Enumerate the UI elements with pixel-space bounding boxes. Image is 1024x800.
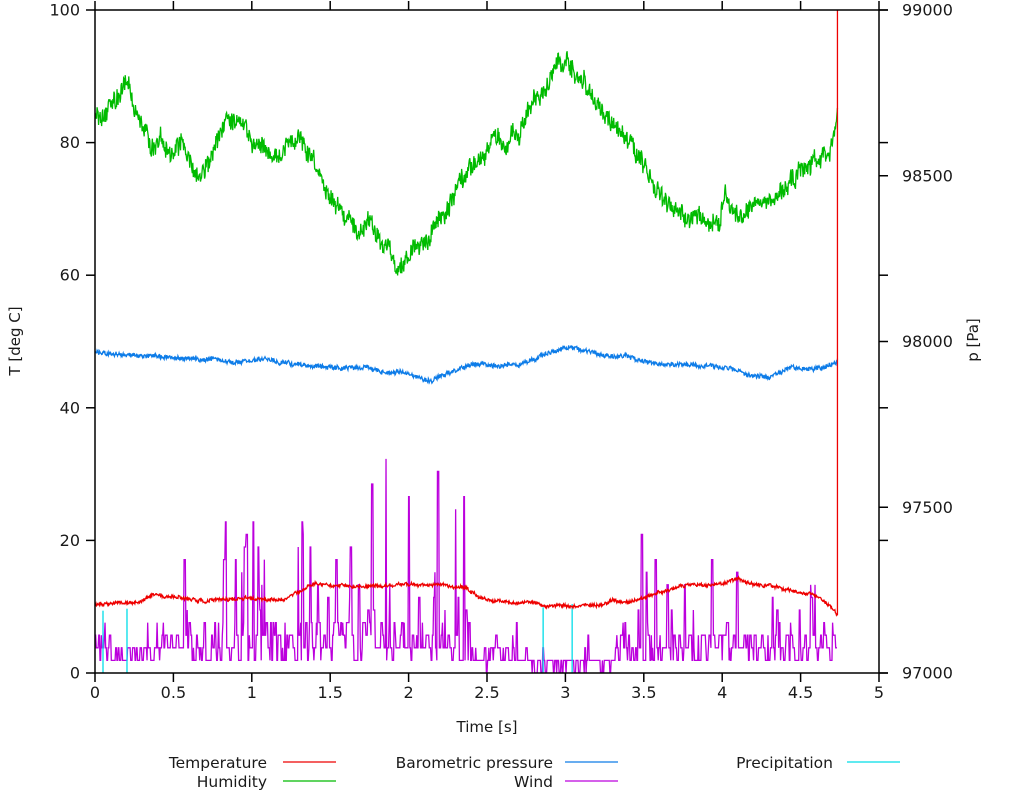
y-left-axis-title: T [deg C]: [6, 306, 24, 376]
series-line-wind: [95, 458, 837, 673]
y-left-tick-label: 20: [60, 531, 80, 550]
y-left-tick-label: 100: [49, 1, 80, 20]
y-right-tick-label: 97500: [902, 498, 953, 517]
x-tick-label: 2: [404, 683, 414, 702]
x-tick-label: 5: [874, 683, 884, 702]
x-tick-label: 1: [247, 683, 257, 702]
y-left-tick-label: 60: [60, 266, 80, 285]
x-tick-label: 0: [90, 683, 100, 702]
plot-border: [94, 9, 880, 674]
x-axis-title: Time [s]: [456, 718, 518, 736]
y-left-tick-label: 80: [60, 133, 80, 152]
x-tick-label: 3: [560, 683, 570, 702]
y-left-tick-label: 0: [70, 664, 80, 683]
x-tick-label: 0.5: [161, 683, 186, 702]
y-right-tick-label: 97000: [902, 664, 953, 683]
legend-label-temperature: Temperature: [168, 754, 267, 772]
x-tick-label: 4: [717, 683, 727, 702]
x-tick-label: 3.5: [631, 683, 656, 702]
series-line-temperature: [95, 10, 839, 617]
y-right-axis-title: p [Pa]: [964, 318, 982, 362]
y-right-tick-label: 98500: [902, 166, 953, 185]
legend-label-humidity: Humidity: [197, 773, 267, 791]
legend-label-wind: Wind: [514, 773, 553, 791]
series-line-humidity: [95, 51, 839, 276]
x-tick-label: 1.5: [317, 683, 342, 702]
series-line-barometric-pressure: [95, 345, 839, 385]
y-left-tick-label: 40: [60, 398, 80, 417]
series-layer: [95, 10, 839, 673]
legend-label-barometric-pressure: Barometric pressure: [396, 754, 553, 772]
x-tick-label: 4.5: [788, 683, 813, 702]
y-right-tick-label: 98000: [902, 332, 953, 351]
y-right-tick-label: 99000: [902, 1, 953, 20]
legend-label-precipitation: Precipitation: [736, 754, 833, 772]
x-tick-label: 2.5: [474, 683, 499, 702]
